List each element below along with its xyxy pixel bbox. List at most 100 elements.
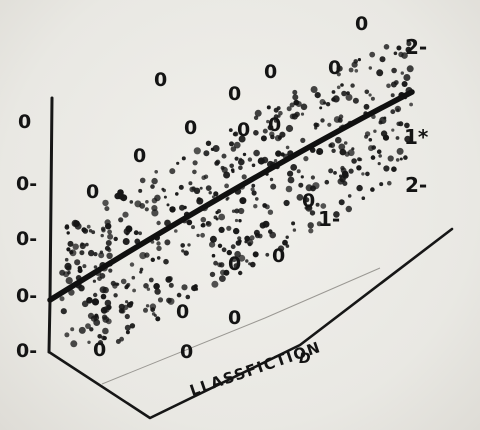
scatter-dot <box>153 283 160 290</box>
scatter-dot <box>377 162 381 166</box>
scatter-dot <box>300 112 305 116</box>
scatter-dot <box>267 124 274 131</box>
scatter-dot <box>320 203 327 209</box>
scatter-dot <box>285 244 290 248</box>
scatter-dot <box>292 89 298 95</box>
scatter-dot <box>79 242 86 250</box>
scatter-dot <box>340 83 344 87</box>
scatter-dot <box>398 121 404 127</box>
scatter-dot <box>307 222 314 229</box>
scatter-dot <box>364 131 371 137</box>
scatter-dot <box>400 71 404 75</box>
scatter-dot <box>144 207 149 212</box>
scatter-dot <box>225 197 229 201</box>
scatter-dot <box>168 282 174 288</box>
scatter-dot <box>285 185 293 193</box>
scatter-dot <box>145 200 149 204</box>
scatter-dot <box>156 241 161 246</box>
scatter-dot <box>296 194 304 201</box>
scatter-dot <box>314 92 321 99</box>
scatter-dot <box>230 146 237 152</box>
scatter-dot <box>216 209 222 214</box>
scatter-dot <box>370 96 375 101</box>
scatter-dot <box>209 271 216 278</box>
scatter-dot <box>275 150 282 157</box>
scatter-dot <box>273 114 279 120</box>
zero-glyph: 0 <box>268 114 281 136</box>
scatter-dot <box>387 180 392 186</box>
scatter-dot <box>151 177 158 185</box>
scatter-dot <box>163 195 167 199</box>
scatter-dot <box>303 156 309 162</box>
scatter-dot <box>156 245 162 252</box>
scatter-dot <box>164 239 171 246</box>
scatter-dot <box>185 294 191 300</box>
scatter-dot <box>283 199 290 207</box>
scatter-dot <box>143 283 149 289</box>
scatter-dot <box>379 56 386 63</box>
scatter-dot <box>238 219 242 223</box>
scatter-dot <box>346 91 350 95</box>
scatter-dot <box>352 97 359 104</box>
scatter-dot <box>134 200 142 208</box>
scatter-dot <box>79 250 85 256</box>
scatter-dot <box>219 275 226 282</box>
scatter-dot <box>93 314 100 321</box>
scatter-dot <box>138 231 143 236</box>
scatter-dot <box>248 262 252 266</box>
scatter-dot <box>262 203 268 208</box>
scatter-dot <box>70 327 75 332</box>
scatter-dot <box>316 148 324 155</box>
scatter-dot <box>253 149 260 157</box>
scatter-dot <box>285 235 289 239</box>
scatter-dot <box>86 224 91 229</box>
scatter-dot <box>93 265 98 269</box>
scatter-dot <box>254 197 259 201</box>
scatter-dot <box>107 247 112 253</box>
scatter-dot <box>382 134 390 141</box>
dot-cloud <box>59 41 414 348</box>
class-mark-label: 1* <box>404 125 429 149</box>
scatter-dot <box>73 220 80 228</box>
scatter-dot <box>167 297 175 305</box>
scatter-dot <box>399 157 403 161</box>
scatter-dot <box>188 181 193 186</box>
scatter-dot <box>175 192 179 196</box>
scatter-dot <box>404 135 412 143</box>
scatter-dot <box>210 147 215 151</box>
scatter-dot <box>238 270 243 276</box>
scatter-dot <box>378 154 383 158</box>
scatter-dot <box>266 105 271 110</box>
scatter-dot <box>82 264 87 269</box>
scatter-dot <box>115 339 121 344</box>
scatter-dot <box>267 209 274 215</box>
scatter-dot <box>139 252 147 260</box>
scatter-dot <box>72 243 79 250</box>
scatter-dot <box>181 249 185 253</box>
scatter-dot <box>383 44 390 50</box>
scatter-dot <box>104 219 111 226</box>
scatter-dot <box>331 90 336 94</box>
scatter-dot <box>169 206 176 213</box>
scatter-dot <box>91 230 96 235</box>
scatter-dot <box>231 256 237 262</box>
zero-glyph: 0 <box>176 301 189 323</box>
scatter-dot <box>99 273 106 279</box>
scatter-dot <box>304 197 310 203</box>
scatter-dot <box>85 242 89 247</box>
scatter-dot <box>224 183 230 189</box>
scatter-dot <box>81 227 87 233</box>
scatter-dot <box>74 259 81 266</box>
scatter-dot <box>213 215 218 220</box>
scatter-dot <box>390 109 396 115</box>
scatter-dot <box>113 236 118 242</box>
scatter-dot <box>323 101 327 105</box>
scatter-dot <box>102 199 109 207</box>
zero-glyph: 0 <box>133 145 146 167</box>
class-mark-label: 1- <box>318 207 340 231</box>
scatter-dot <box>196 233 200 238</box>
scatter-dot <box>273 118 278 123</box>
scatter-dot <box>292 94 299 101</box>
scatter-dot <box>403 74 411 81</box>
